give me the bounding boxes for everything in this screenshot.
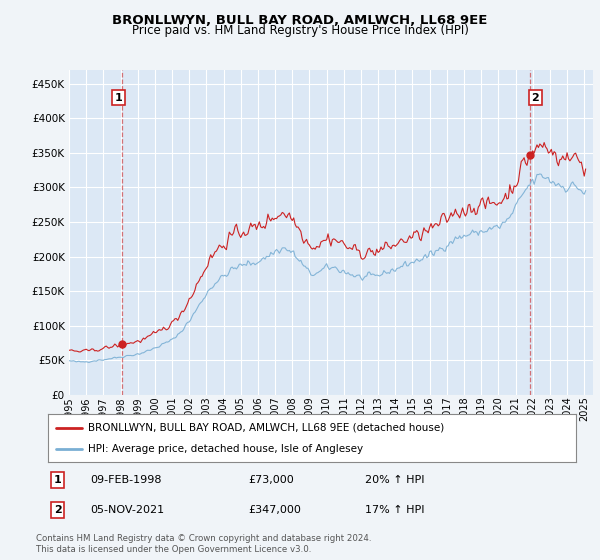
Text: Price paid vs. HM Land Registry's House Price Index (HPI): Price paid vs. HM Land Registry's House … (131, 24, 469, 38)
Text: 1: 1 (53, 475, 61, 486)
Text: 2: 2 (532, 92, 539, 102)
Text: HPI: Average price, detached house, Isle of Anglesey: HPI: Average price, detached house, Isle… (88, 444, 363, 454)
Text: 05-NOV-2021: 05-NOV-2021 (90, 505, 164, 515)
Text: 20% ↑ HPI: 20% ↑ HPI (365, 475, 424, 486)
Text: 2: 2 (53, 505, 61, 515)
Text: 1: 1 (115, 92, 122, 102)
Text: Contains HM Land Registry data © Crown copyright and database right 2024.
This d: Contains HM Land Registry data © Crown c… (36, 534, 371, 554)
Text: BRONLLWYN, BULL BAY ROAD, AMLWCH, LL68 9EE (detached house): BRONLLWYN, BULL BAY ROAD, AMLWCH, LL68 9… (88, 423, 444, 433)
Text: 09-FEB-1998: 09-FEB-1998 (90, 475, 162, 486)
Text: £347,000: £347,000 (248, 505, 302, 515)
Text: £73,000: £73,000 (248, 475, 295, 486)
Text: BRONLLWYN, BULL BAY ROAD, AMLWCH, LL68 9EE: BRONLLWYN, BULL BAY ROAD, AMLWCH, LL68 9… (112, 14, 488, 27)
Text: 17% ↑ HPI: 17% ↑ HPI (365, 505, 424, 515)
